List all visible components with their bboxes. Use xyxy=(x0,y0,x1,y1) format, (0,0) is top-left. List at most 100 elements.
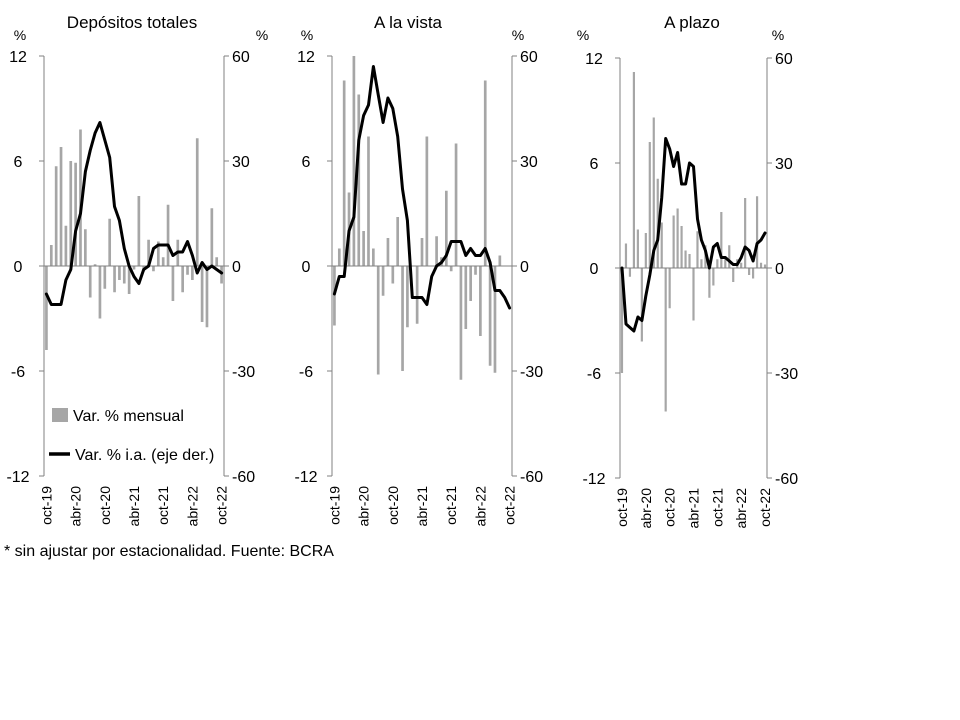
bar xyxy=(708,268,711,298)
bar xyxy=(720,212,723,268)
bar xyxy=(166,204,170,266)
bar xyxy=(376,266,380,375)
bar xyxy=(620,268,624,373)
bar xyxy=(132,266,136,270)
bar xyxy=(498,255,502,266)
bar xyxy=(45,266,48,350)
bar xyxy=(191,266,194,280)
y-tick-label-right: -30 xyxy=(775,366,798,383)
y-axis-left-unit: % xyxy=(577,27,589,43)
footnote: * sin ajustar por estacionalidad. Fuente… xyxy=(4,543,334,560)
bar xyxy=(469,266,472,301)
legend: Var. % mensual Var. % i.a. (eje der.) xyxy=(49,408,214,464)
x-tick-label: abr-22 xyxy=(472,486,488,527)
y-axis-right-unit: % xyxy=(256,27,268,43)
bar xyxy=(171,266,175,301)
bar xyxy=(74,162,77,266)
bar xyxy=(69,161,73,266)
bar xyxy=(712,268,715,286)
y-tick-label-right: 60 xyxy=(520,49,538,66)
bar xyxy=(435,236,438,266)
bar xyxy=(493,266,497,373)
bar xyxy=(49,245,53,266)
y-tick-label-left: -12 xyxy=(294,469,317,486)
x-tick-label: abr-21 xyxy=(686,488,702,529)
bar xyxy=(122,266,126,284)
y-tick-label-left: 0 xyxy=(590,261,599,278)
bar xyxy=(644,233,647,268)
bar xyxy=(474,266,477,275)
bar xyxy=(352,56,356,266)
bar xyxy=(744,198,747,268)
y-tick-label-left: -6 xyxy=(299,364,313,381)
bar xyxy=(740,262,743,268)
bar xyxy=(342,80,346,266)
x-tick-label: abr-22 xyxy=(184,486,200,527)
bar xyxy=(406,266,409,328)
bar xyxy=(333,266,336,326)
y-tick-label-right: 0 xyxy=(520,259,529,276)
x-tick-label: oct-19 xyxy=(38,486,54,525)
bar xyxy=(386,238,390,266)
y-tick-label-right: 30 xyxy=(232,154,250,171)
bar xyxy=(54,166,58,266)
bar xyxy=(367,136,370,266)
bar xyxy=(200,266,204,322)
bar xyxy=(672,215,675,268)
y-axis-right-unit: % xyxy=(512,27,524,43)
line-series-yoy xyxy=(620,137,767,333)
chart-title: Depósitos totales xyxy=(67,13,197,32)
bar xyxy=(652,117,655,268)
bar xyxy=(156,241,160,266)
bar xyxy=(488,266,492,366)
legend-label-yoy: Var. % i.a. (eje der.) xyxy=(75,447,214,464)
x-tick-label: oct-21 xyxy=(155,486,171,525)
line-series-yoy xyxy=(332,65,512,310)
bar xyxy=(656,178,659,268)
x-tick-label: oct-21 xyxy=(709,488,725,527)
y-tick-label-left: 0 xyxy=(14,259,23,276)
bar xyxy=(454,143,458,266)
bar xyxy=(88,266,92,298)
legend-swatch-bar xyxy=(52,408,68,422)
y-tick-label-right: 0 xyxy=(775,261,784,278)
bar xyxy=(464,266,468,329)
x-tick-label: abr-21 xyxy=(126,486,142,527)
x-tick-label: abr-22 xyxy=(733,488,749,529)
y-axis-left-unit: % xyxy=(14,27,26,43)
bar xyxy=(692,268,695,321)
y-tick-label-left: 6 xyxy=(14,154,23,171)
bar xyxy=(396,217,400,266)
y-axis-right-unit: % xyxy=(772,27,784,43)
bar xyxy=(220,266,223,284)
bar xyxy=(664,268,667,412)
bar xyxy=(632,72,635,268)
bar xyxy=(752,268,755,279)
x-tick-label: oct-19 xyxy=(614,488,630,527)
bar xyxy=(337,248,341,266)
bar xyxy=(147,239,150,266)
bar xyxy=(357,94,361,266)
bar xyxy=(98,266,102,319)
y-tick-label-right: 30 xyxy=(520,154,538,171)
x-tick-label: oct-22 xyxy=(502,486,518,525)
y-axis-left-unit: % xyxy=(301,27,313,43)
x-tick-label: abr-20 xyxy=(68,486,84,527)
line-series-yoy xyxy=(44,121,224,306)
bar xyxy=(676,208,679,268)
y-tick-label-right: 60 xyxy=(775,51,793,68)
bar xyxy=(696,231,699,268)
chart-title: A la vista xyxy=(374,13,443,32)
bar xyxy=(161,257,165,266)
bar xyxy=(449,266,453,272)
x-tick-label: oct-22 xyxy=(214,486,230,525)
bar xyxy=(79,129,82,266)
bar xyxy=(391,266,395,284)
y-tick-label-left: 12 xyxy=(585,51,603,68)
bar xyxy=(660,222,663,268)
bar xyxy=(668,268,671,309)
x-tick-label: oct-19 xyxy=(326,486,342,525)
x-tick-label: oct-21 xyxy=(443,486,459,525)
